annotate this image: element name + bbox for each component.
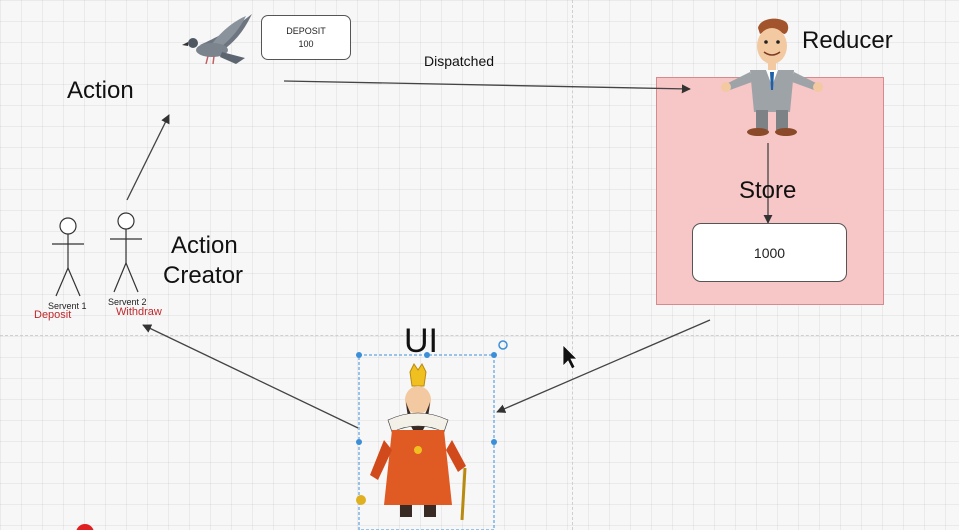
servent-2-label: Servent 2 xyxy=(108,297,147,307)
record-indicator xyxy=(76,524,94,530)
store-value: 1000 xyxy=(753,244,786,261)
selection-box[interactable] xyxy=(356,340,508,530)
king-icon xyxy=(370,363,467,521)
ui-label: UI xyxy=(404,322,438,360)
guide-line-horizontal xyxy=(0,335,959,336)
stick-figure-icon xyxy=(110,212,142,293)
dispatched-label: Dispatched xyxy=(424,53,495,69)
stick-figure-icon xyxy=(52,217,84,297)
deposit-message-box[interactable]: DEPOSIT 100 xyxy=(261,15,351,60)
store-label: Store xyxy=(739,177,797,204)
deposit-type: DEPOSIT xyxy=(286,25,326,36)
reducer-label: Reducer xyxy=(802,27,893,54)
guide-line-vertical xyxy=(572,0,573,530)
arrow-ui-to-creator xyxy=(142,324,359,429)
businessman-icon xyxy=(721,18,823,136)
arrow-creator-to-action xyxy=(126,114,170,201)
arrow-store-to-ui xyxy=(496,319,711,413)
mouse-cursor-icon xyxy=(562,344,578,370)
pigeon-icon xyxy=(182,14,252,65)
store-value-box[interactable]: 1000 xyxy=(692,223,847,282)
servent-2-action: Withdraw xyxy=(116,306,162,318)
action-creator-label-line2: Creator xyxy=(163,262,244,289)
servent-1-action: Deposit xyxy=(34,309,72,321)
action-creator-label-line1: Action xyxy=(171,232,238,259)
deposit-amount: 100 xyxy=(298,38,314,49)
action-label: Action xyxy=(67,77,134,104)
servent-1-label: Servent 1 xyxy=(48,301,87,311)
arrow-dispatched xyxy=(283,80,691,94)
